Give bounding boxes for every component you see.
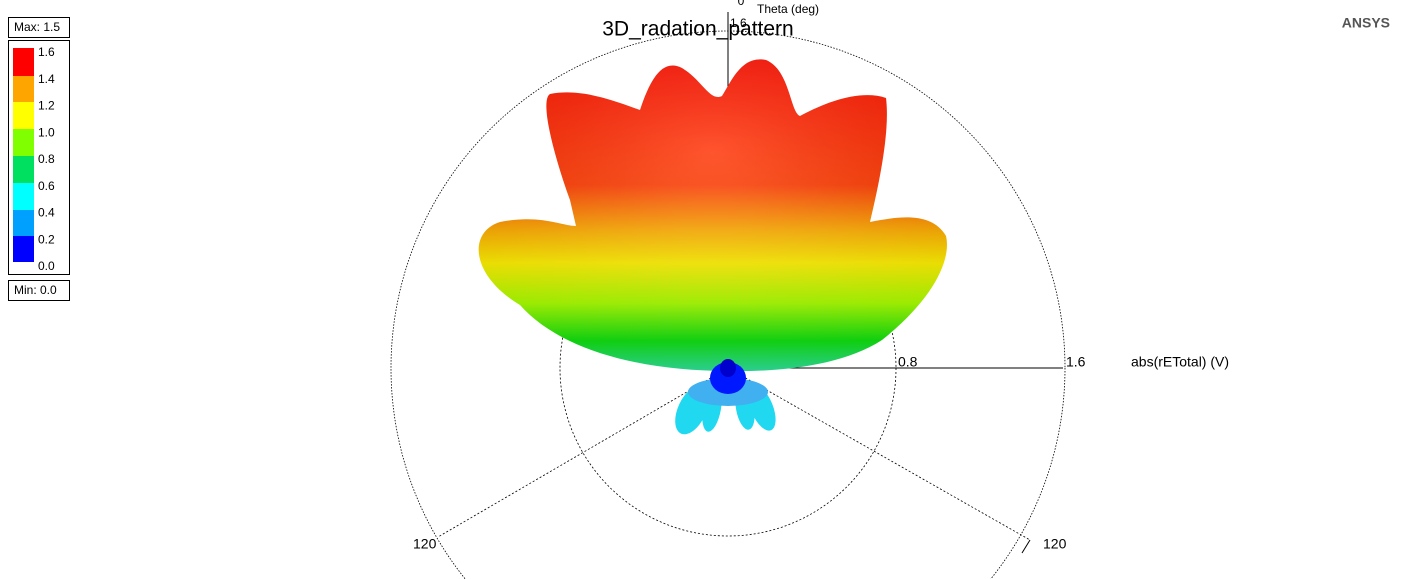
brand: ANSYS <box>1342 15 1390 31</box>
legend-min: Min: 0.0 <box>14 283 57 297</box>
legend-label: 1.6 <box>38 45 55 59</box>
pattern-shading <box>478 59 947 372</box>
radius-outer: 1.6 <box>1066 354 1086 370</box>
legend-max: Max: 1.5 <box>14 20 60 34</box>
legend-label: 0.0 <box>38 259 55 273</box>
legend-label: 1.4 <box>38 72 55 86</box>
radius-top: 1.6 <box>730 16 747 30</box>
legend-max-box <box>8 17 70 38</box>
legend-label: 0.6 <box>38 179 55 193</box>
legend-label: 0.8 <box>38 152 55 166</box>
radius-label: abs(rETotal) (V) <box>1131 354 1229 370</box>
legend-label: 1.0 <box>38 125 55 139</box>
center-lobes <box>710 359 746 394</box>
legend-min-box <box>8 280 70 301</box>
theta-tick <box>1021 539 1031 554</box>
theta-left: 120 <box>413 536 437 552</box>
radius-mid: 0.8 <box>898 354 918 370</box>
legend-labels: 1.6 1.4 1.2 1.0 0.8 0.6 0.4 0.2 0.0 <box>38 45 55 273</box>
legend-label: 0.2 <box>38 232 55 246</box>
legend-colorbar <box>13 48 34 262</box>
chart-title: 3D_radation_pattern <box>602 18 793 41</box>
theta-line <box>437 367 729 538</box>
theta-zero: 0 <box>738 0 745 8</box>
theta-right: 120 <box>1043 536 1067 552</box>
theta-label: Theta (deg) <box>757 2 819 16</box>
legend-label: 1.2 <box>38 99 55 113</box>
legend-label: 0.4 <box>38 206 55 220</box>
theta-line <box>727 367 1031 541</box>
